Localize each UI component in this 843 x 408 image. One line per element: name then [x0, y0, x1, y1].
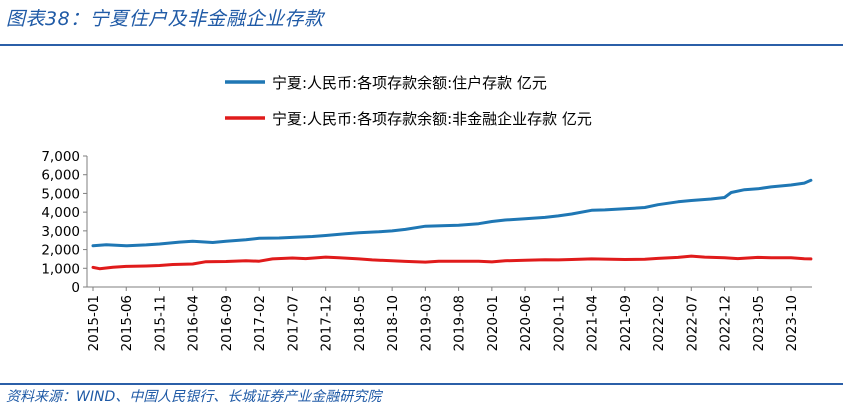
x-tick-label: 2020-11: [551, 295, 567, 351]
x-tick-label: 2022-07: [684, 295, 700, 351]
x-tick-label: 2023-10: [784, 295, 800, 351]
x-tick-label: 2021-04: [585, 295, 601, 351]
x-tick-label: 2015-11: [152, 295, 168, 351]
y-tick-label: 2,000: [41, 243, 80, 259]
x-tick-label: 2022-02: [651, 295, 667, 351]
y-tick-label: 1,000: [41, 261, 80, 277]
x-tick-label: 2017-12: [319, 295, 335, 351]
x-tick-label: 2019-08: [452, 295, 468, 351]
x-tick-label: 2018-05: [352, 295, 368, 351]
source-divider: [0, 383, 843, 385]
x-tick-label: 2019-03: [418, 295, 434, 351]
y-tick-label: 5,000: [41, 186, 80, 202]
x-tick-label: 2015-01: [86, 295, 102, 351]
y-tick-label: 0: [71, 280, 80, 296]
x-tick-label: 2015-06: [119, 295, 135, 351]
x-tick-label: 2020-01: [485, 295, 501, 351]
y-tick-label: 4,000: [41, 205, 80, 221]
x-tick-label: 2020-06: [518, 295, 534, 351]
series-line-1: [91, 178, 813, 248]
series-line-2: [91, 254, 813, 271]
line-chart: 宁夏:人民币:各项存款余额:住户存款 亿元宁夏:人民币:各项存款余额:非金融企业…: [41, 74, 813, 351]
source-note: 资料来源：WIND、中国人民银行、长城证券产业金融研究院: [6, 389, 382, 405]
page-title: 图表38：宁夏住户及非金融企业存款: [6, 8, 324, 30]
y-axis: 0 1,000 2,000 3,000 4,000 5,000 6,000 7,000: [41, 149, 88, 296]
x-tick-label: 2021-09: [618, 295, 634, 351]
legend: 宁夏:人民币:各项存款余额:住户存款 亿元宁夏:人民币:各项存款余额:非金融企业…: [225, 74, 592, 128]
x-tick-label: 2016-09: [219, 295, 235, 351]
x-tick-label: 2016-04: [186, 295, 202, 351]
title-divider: [0, 44, 843, 46]
y-tick-label: 6,000: [41, 168, 80, 184]
x-axis: 2015-01 2015-06 2015-11 2016-04 2016-09 2017-…: [86, 286, 812, 351]
y-tick-label: 3,000: [41, 224, 80, 240]
x-tick-label: 2023-05: [751, 295, 767, 351]
legend-label-2: 宁夏:人民币:各项存款余额:非金融企业存款 亿元: [272, 110, 592, 128]
x-tick-label: 2022-12: [718, 295, 734, 351]
x-tick-label: 2017-02: [252, 295, 268, 351]
x-tick-label: 2017-07: [285, 295, 301, 351]
series-layer: [91, 178, 813, 271]
x-tick-label: 2018-10: [385, 295, 401, 351]
legend-label-1: 宁夏:人民币:各项存款余额:住户存款 亿元: [272, 74, 547, 92]
y-tick-label: 7,000: [41, 149, 80, 165]
